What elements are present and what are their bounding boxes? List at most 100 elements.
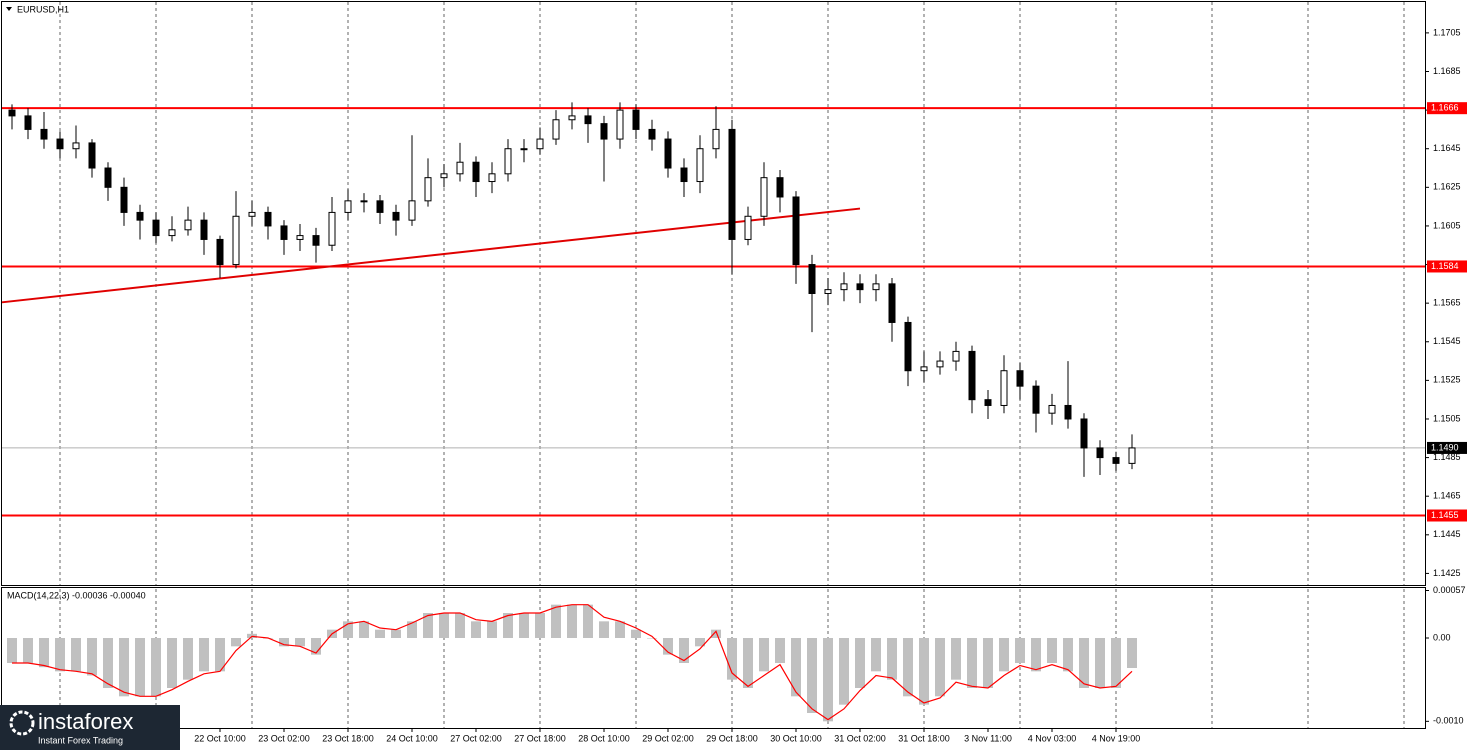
candle-body <box>872 283 880 291</box>
macd-pane <box>1 587 1426 729</box>
y-tick-label: 1.1485 <box>1433 452 1461 462</box>
y-tick-label: 1.1425 <box>1433 568 1461 578</box>
candle-body <box>984 399 992 406</box>
macd-bar <box>199 638 209 672</box>
candle-body <box>168 229 176 237</box>
candle-body <box>296 235 304 240</box>
y-tick-label: 1.1685 <box>1433 66 1461 76</box>
candle-body <box>536 138 544 150</box>
candle-body <box>600 123 608 140</box>
y-tick-label: 1.1565 <box>1433 298 1461 308</box>
candle-body <box>1080 418 1088 449</box>
candle-body <box>920 366 928 372</box>
candle-body <box>488 173 496 183</box>
macd-bar <box>7 638 17 663</box>
watermark: instaforex Instant Forex Trading <box>0 705 180 750</box>
vertical-grid <box>59 2 1405 728</box>
main-pane <box>1 1 1426 586</box>
macd-bar <box>407 621 417 638</box>
macd-bar <box>39 638 49 668</box>
candle-body <box>56 138 64 150</box>
candle-body <box>904 321 912 372</box>
macd-bar <box>823 638 833 722</box>
macd-bar <box>279 638 289 647</box>
x-tick-label: 3 Nov 11:00 <box>964 733 1012 743</box>
candle-body <box>1032 385 1040 414</box>
macd-bar <box>391 629 401 638</box>
macd-bar <box>1111 638 1121 688</box>
logo-tagline: Instant Forex Trading <box>38 735 123 745</box>
candle-body <box>136 211 144 221</box>
candle-body <box>504 148 512 175</box>
macd-bar <box>471 621 481 638</box>
level-label-box <box>1427 509 1467 522</box>
level-label-box <box>1427 102 1467 115</box>
macd-bar <box>839 638 849 705</box>
macd-bar <box>1127 638 1137 668</box>
candle-body <box>456 161 464 175</box>
macd-bar <box>871 638 881 672</box>
candle-body <box>344 200 352 213</box>
macd-bar <box>455 613 465 638</box>
candle-body <box>552 119 560 140</box>
macd-bar <box>775 638 785 663</box>
level-label-box <box>1427 260 1467 273</box>
candle-body <box>120 186 128 213</box>
macd-bar <box>599 621 609 638</box>
x-tick-label: 29 Oct 02:00 <box>642 733 694 743</box>
x-tick-label: 22 Oct 10:00 <box>194 733 246 743</box>
x-tick-label: 31 Oct 18:00 <box>898 733 950 743</box>
macd-bar <box>551 604 561 638</box>
candle-body <box>616 109 624 140</box>
macd-bar <box>135 638 145 697</box>
symbol-menu-icon[interactable] <box>6 7 12 11</box>
macd-y-tick-label: 0.00 <box>1433 632 1451 642</box>
macd-bar <box>887 638 897 680</box>
macd-bar <box>647 638 657 639</box>
candle-body <box>104 167 112 188</box>
candle-body <box>840 283 848 291</box>
candle-body <box>968 350 976 401</box>
macd-bar <box>1079 638 1089 688</box>
macd-bar <box>711 629 721 638</box>
macd-bar <box>663 638 673 655</box>
x-tick-label: 30 Oct 10:00 <box>770 733 822 743</box>
macd-bar <box>487 621 497 638</box>
macd-bar <box>791 638 801 697</box>
macd-bar <box>743 638 753 688</box>
macd-bar <box>727 638 737 680</box>
candle-body <box>280 225 288 240</box>
macd-bar <box>151 638 161 697</box>
macd-bar <box>295 638 305 647</box>
x-tick-label: 4 Nov 19:00 <box>1092 733 1141 743</box>
macd-bar <box>535 613 545 638</box>
macd-bar <box>903 638 913 697</box>
level-label: 1.1584 <box>1431 261 1459 271</box>
candle-body <box>360 200 368 203</box>
macd-bar <box>55 638 65 672</box>
candle-body <box>88 142 96 169</box>
macd-bar <box>679 638 689 663</box>
x-tick-label: 27 Oct 18:00 <box>514 733 566 743</box>
candle-body <box>472 161 480 183</box>
macd-bar <box>519 613 529 638</box>
y-tick-label: 1.1705 <box>1433 27 1461 37</box>
macd-bar <box>567 604 577 638</box>
logo-icon <box>9 710 35 736</box>
x-tick-label: 24 Oct 10:00 <box>386 733 438 743</box>
level-label: 1.1666 <box>1431 103 1459 113</box>
x-tick-label: 4 Nov 03:00 <box>1028 733 1077 743</box>
candle-body <box>1128 447 1136 464</box>
macd-bar <box>231 638 241 647</box>
macd-label: MACD(14,22,3) -0.00036 -0.00040 <box>7 590 146 600</box>
macd-bar <box>87 638 97 676</box>
candle-body <box>152 219 160 237</box>
macd-bar <box>631 629 641 638</box>
candle-body <box>1064 404 1072 420</box>
candle-body <box>696 148 704 183</box>
candle-body <box>856 283 864 291</box>
candle-body <box>520 148 528 151</box>
trendline <box>1 207 861 304</box>
